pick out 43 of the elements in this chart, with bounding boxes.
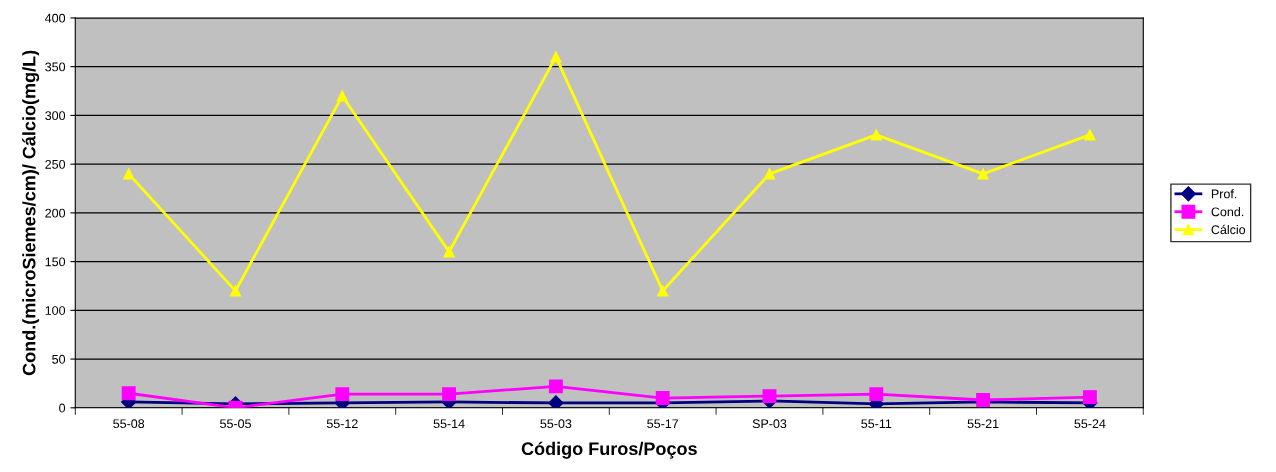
y-tick-label: 350 [45, 62, 66, 72]
point [1082, 390, 1097, 405]
x-tick-label: 55-08 [113, 419, 145, 429]
y-tick-label: 300 [45, 111, 66, 121]
y-tick-label: 200 [45, 208, 66, 218]
legend-label: Cond. [1211, 207, 1244, 217]
y-tick-label: 50 [52, 354, 66, 364]
x-tick-label: 55-24 [1074, 419, 1106, 429]
legend-label: Cálcio [1211, 224, 1246, 235]
y-tick-label: 100 [45, 306, 66, 315]
y-tick-label: 150 [45, 257, 66, 267]
x-tick-label: 55-14 [433, 419, 465, 429]
point [550, 51, 562, 63]
point [548, 395, 564, 408]
point [229, 285, 242, 297]
point [123, 168, 135, 180]
x-tick-label: 55-03 [540, 419, 572, 429]
legend-label: Prof. [1211, 189, 1237, 199]
point [1084, 129, 1096, 141]
y-tick-label: 0 [59, 403, 66, 413]
x-tick-label: 55-11 [861, 419, 892, 429]
point [442, 387, 457, 402]
x-tick-label: 55-21 [967, 419, 999, 429]
point [548, 379, 563, 394]
point [762, 389, 777, 404]
point [336, 90, 348, 102]
y-tick-label: 250 [45, 159, 66, 169]
x-axis-title: Código Furos/Poços [521, 441, 697, 459]
x-tick-label: 55-17 [647, 419, 679, 429]
point [443, 246, 455, 258]
point [977, 168, 989, 180]
y-axis-title: Cond.(microSiemes/cm)/ Cálcio(mg/L) [22, 50, 40, 376]
point [335, 387, 350, 402]
point [657, 285, 669, 297]
point [763, 168, 776, 180]
point [869, 387, 884, 402]
point [870, 129, 882, 141]
x-tick-label: SP-03 [752, 419, 787, 429]
y-tick-label: 400 [45, 13, 66, 23]
x-tick-label: 55-05 [220, 419, 251, 429]
point [655, 391, 670, 406]
point [121, 386, 136, 401]
x-tick-label: 55-12 [326, 419, 358, 429]
